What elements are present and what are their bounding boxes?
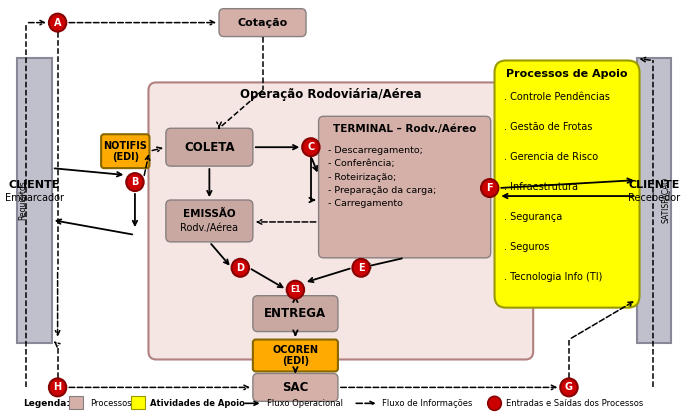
Text: Fluxo de Informações: Fluxo de Informações — [382, 399, 473, 408]
Circle shape — [353, 259, 370, 277]
Bar — [636, 59, 671, 342]
Text: . Infraestrutura: . Infraestrutura — [504, 182, 578, 192]
Text: EMISSÃO: EMISSÃO — [183, 209, 236, 219]
FancyBboxPatch shape — [253, 373, 338, 401]
Text: ENTREGA: ENTREGA — [264, 307, 327, 320]
Circle shape — [126, 173, 144, 191]
Text: H: H — [53, 382, 62, 392]
Text: CLIENTE: CLIENTE — [9, 180, 60, 190]
Circle shape — [481, 179, 499, 197]
Text: CLIENTE: CLIENTE — [628, 180, 680, 190]
FancyBboxPatch shape — [166, 200, 253, 242]
Text: B: B — [132, 177, 138, 187]
Text: E: E — [358, 263, 364, 273]
Text: . Gerencia de Risco: . Gerencia de Risco — [504, 152, 598, 162]
Text: (EDI): (EDI) — [112, 152, 139, 162]
Circle shape — [49, 378, 66, 396]
Text: COLETA: COLETA — [184, 141, 235, 154]
Circle shape — [302, 138, 320, 156]
FancyBboxPatch shape — [253, 296, 338, 332]
Text: Processos de Apoio: Processos de Apoio — [506, 69, 627, 79]
Text: SAC: SAC — [282, 381, 308, 394]
FancyBboxPatch shape — [495, 60, 640, 308]
Text: SATISFAÇÃO: SATISFAÇÃO — [661, 177, 671, 223]
Text: . Segurança: . Segurança — [504, 212, 562, 222]
Circle shape — [488, 396, 501, 410]
Text: G: G — [565, 382, 573, 392]
FancyBboxPatch shape — [166, 128, 253, 166]
Text: Recebedor: Recebedor — [628, 193, 680, 203]
Text: A: A — [54, 18, 62, 28]
Text: D: D — [236, 263, 245, 273]
Text: . Controle Pendências: . Controle Pendências — [504, 93, 610, 102]
FancyBboxPatch shape — [253, 339, 338, 371]
Text: Atividades de Apoio: Atividades de Apoio — [151, 399, 245, 408]
Bar — [17, 59, 52, 342]
Text: . Gestão de Frotas: . Gestão de Frotas — [504, 122, 593, 132]
Text: Requisitos: Requisitos — [18, 180, 27, 220]
Text: OCOREN: OCOREN — [273, 344, 319, 354]
Bar — [131, 396, 145, 409]
Bar — [69, 396, 83, 409]
Text: Cotação: Cotação — [238, 18, 288, 28]
Text: Legenda:: Legenda: — [23, 399, 70, 408]
Text: Rodv./Aérea: Rodv./Aérea — [180, 223, 238, 233]
Circle shape — [49, 14, 66, 31]
Text: TERMINAL – Rodv./Aéreo: TERMINAL – Rodv./Aéreo — [333, 124, 476, 134]
FancyBboxPatch shape — [149, 83, 533, 359]
Text: E1: E1 — [290, 285, 301, 294]
Text: - Descarregamento;
- Conferência;
- Roteirização;
- Preparação da carga;
- Carre: - Descarregamento; - Conferência; - Rote… — [328, 146, 436, 208]
Circle shape — [287, 281, 304, 299]
Text: Entradas e Saídas dos Processos: Entradas e Saídas dos Processos — [506, 399, 643, 408]
Text: . Tecnologia Info (TI): . Tecnologia Info (TI) — [504, 272, 603, 282]
FancyBboxPatch shape — [319, 116, 490, 258]
Text: . Seguros: . Seguros — [504, 242, 549, 252]
Text: Fluxo Operacional: Fluxo Operacional — [267, 399, 343, 408]
Text: F: F — [486, 183, 493, 193]
FancyBboxPatch shape — [219, 9, 306, 37]
FancyBboxPatch shape — [101, 134, 149, 168]
Text: C: C — [308, 142, 314, 152]
Circle shape — [560, 378, 577, 396]
Text: Embarcador: Embarcador — [5, 193, 64, 203]
Text: Processos: Processos — [90, 399, 132, 408]
Text: (EDI): (EDI) — [282, 356, 309, 366]
Text: Operação Rodoviária/Aérea: Operação Rodoviária/Aérea — [240, 88, 422, 101]
Text: NOTIFIS: NOTIFIS — [103, 141, 147, 151]
Circle shape — [232, 259, 249, 277]
